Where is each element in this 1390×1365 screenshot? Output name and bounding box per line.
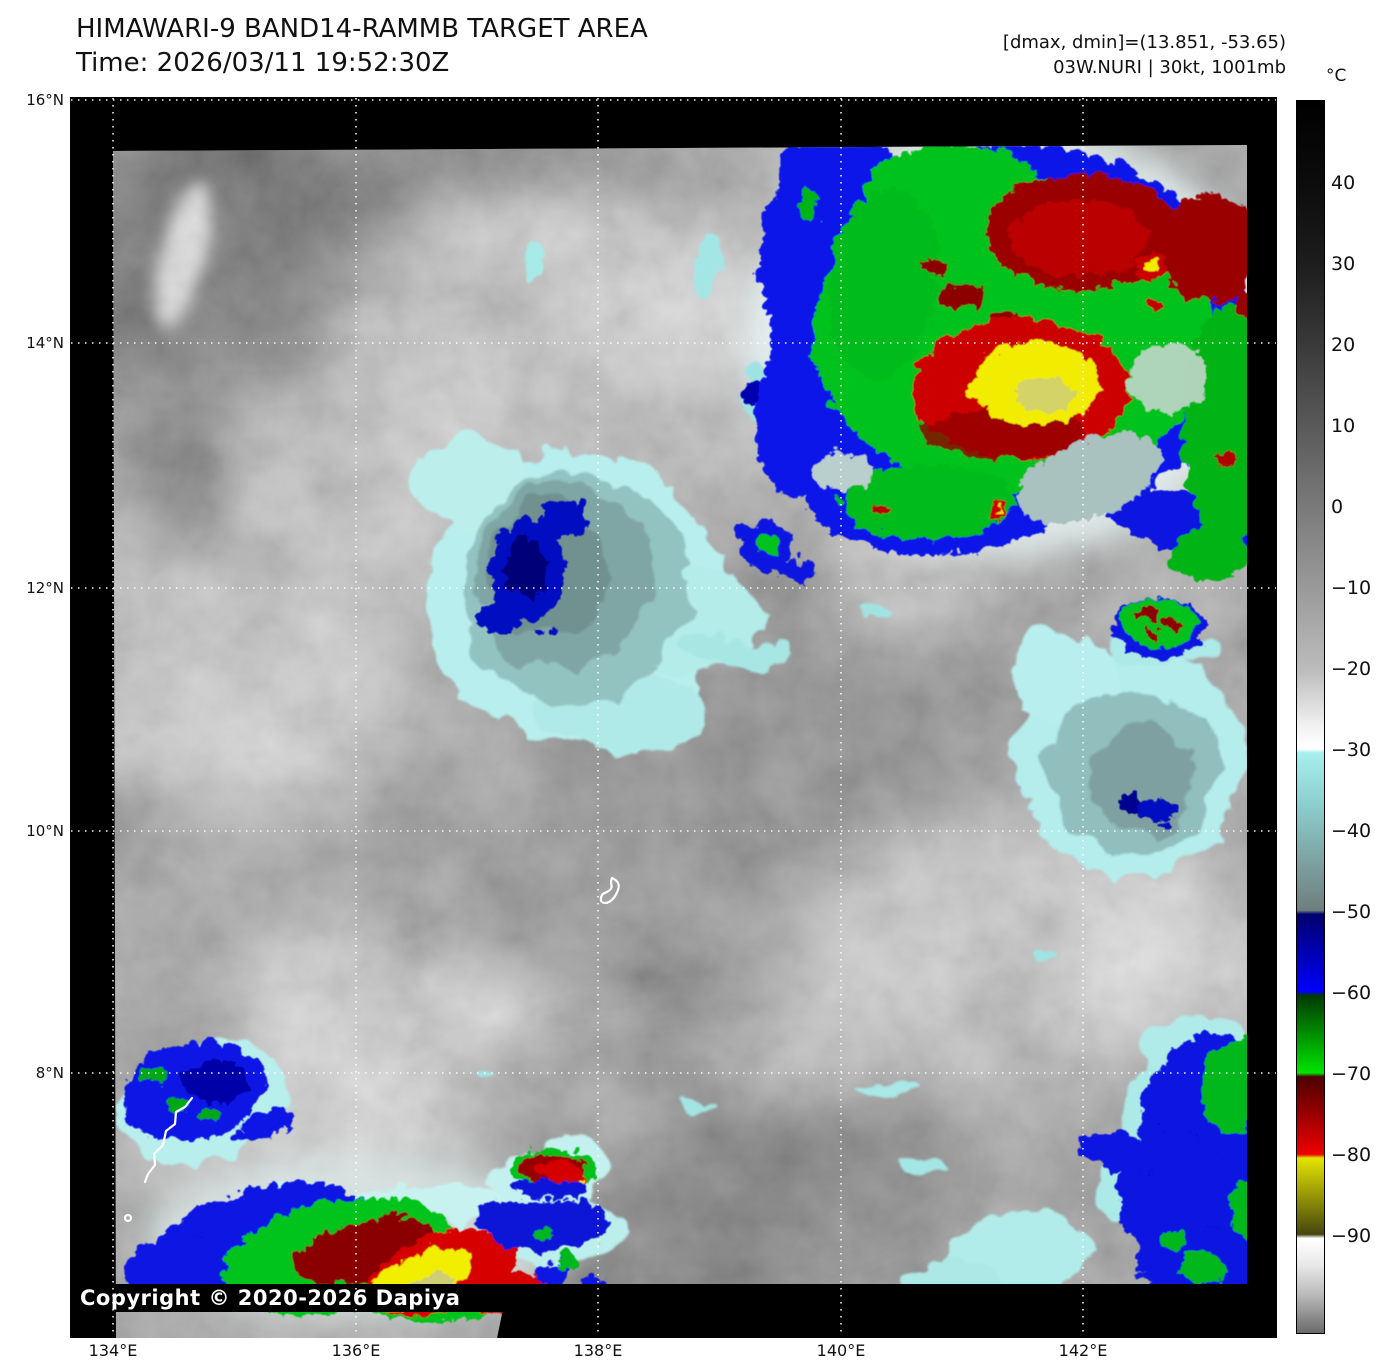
colorbar-tick-label: −20 xyxy=(1331,658,1372,680)
lat-tick-label: 10°N xyxy=(26,822,64,840)
colorbar-tick-label: −50 xyxy=(1331,901,1372,923)
info-block: [dmax, dmin]=(13.851, -53.65) 03W.NURI |… xyxy=(1003,30,1286,80)
lon-tick-label: 138°E xyxy=(573,1341,623,1360)
dmax-dmin-readout: [dmax, dmin]=(13.851, -53.65) xyxy=(1002,32,1286,53)
satellite-map-plot: Copyright © 2020-2026 Dapiya xyxy=(70,97,1277,1338)
copyright-text: Copyright © 2020-2026 Dapiya xyxy=(80,1286,461,1310)
colorbar xyxy=(1296,100,1325,1334)
colorbar-unit-label: °C xyxy=(1326,66,1347,86)
cold-core-layer xyxy=(118,145,1247,1317)
lat-tick-label: 16°N xyxy=(26,91,64,109)
lon-tick-label: 136°E xyxy=(331,1341,381,1360)
storm-info: 03W.NURI | 30kt, 1001mb xyxy=(1053,57,1286,78)
colorbar-tick-label: −10 xyxy=(1331,577,1372,599)
page-title: HIMAWARI-9 BAND14-RAMMB TARGET AREA xyxy=(76,14,648,44)
title-block: HIMAWARI-9 BAND14-RAMMB TARGET AREA Time… xyxy=(76,12,648,80)
satellite-data-layer xyxy=(113,145,1247,1338)
colorbar-tick-label: 20 xyxy=(1331,334,1356,356)
lat-tick-label: 14°N xyxy=(26,334,64,352)
colorbar-tick-label: −30 xyxy=(1331,739,1372,761)
lat-tick-label: 12°N xyxy=(26,579,64,597)
colorbar-tick-label: −40 xyxy=(1331,820,1372,842)
lat-tick-label: 8°N xyxy=(35,1064,64,1082)
colorbar-tick-label: −80 xyxy=(1331,1144,1372,1166)
lon-tick-label: 140°E xyxy=(816,1341,866,1360)
graticule xyxy=(71,98,1276,1337)
colorbar-tick-label: −70 xyxy=(1331,1063,1372,1085)
colorbar-tick-label: 0 xyxy=(1331,496,1344,518)
island-outlines xyxy=(123,876,620,1223)
colorbar-tick-label: 30 xyxy=(1331,253,1356,275)
yap-outline xyxy=(599,876,620,905)
island-dot xyxy=(123,1213,133,1223)
colorbar-tick-label: 40 xyxy=(1331,172,1356,194)
satellite-image xyxy=(70,97,1277,1338)
copyright-band xyxy=(70,1284,1277,1312)
lon-tick-label: 134°E xyxy=(88,1341,138,1360)
colorbar-tick-label: 10 xyxy=(1331,415,1356,437)
lon-tick-label: 142°E xyxy=(1058,1341,1108,1360)
colorbar-tick-label: −90 xyxy=(1331,1225,1372,1247)
palau-outline xyxy=(143,1096,194,1184)
timestamp: Time: 2026/03/11 19:52:30Z xyxy=(76,48,450,78)
colorbar-tick-label: −60 xyxy=(1331,982,1372,1004)
